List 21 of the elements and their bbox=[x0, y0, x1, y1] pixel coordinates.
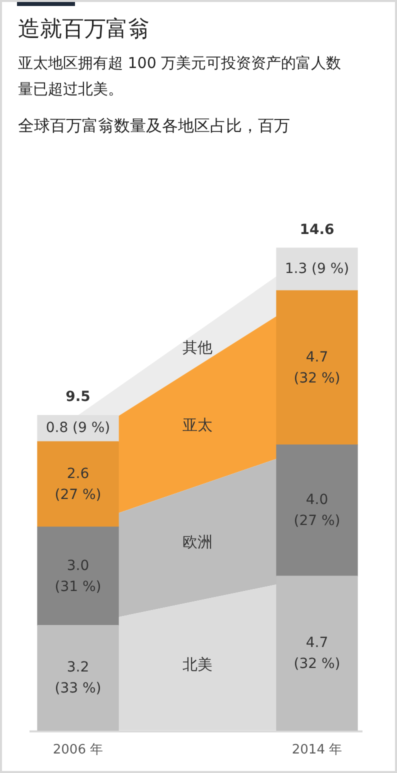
series-label: 其他 bbox=[182, 338, 212, 357]
data-label: 3.0 (31 %) bbox=[54, 558, 102, 595]
annotation: 全球百万富翁数量及各地区占比，百万 bbox=[18, 116, 290, 137]
x-tick-label: 2006 年 bbox=[52, 742, 104, 758]
series-label: 欧洲 bbox=[182, 533, 212, 552]
data-label: 4.7 (32 %) bbox=[294, 349, 340, 386]
text: 亚太地区拥有超 100 万美元可投资资产的富人数量已超过北美。 bbox=[18, 53, 342, 100]
series-label: 北美 bbox=[182, 655, 212, 674]
series-label: 亚太 bbox=[182, 416, 212, 434]
data-label: 4.7 (32 %) bbox=[294, 634, 340, 672]
data-label: 3.2 (33 %) bbox=[54, 660, 102, 697]
text: 造就百万富翁 bbox=[18, 16, 150, 44]
data-label: 1.3 (9 %) bbox=[284, 260, 350, 277]
annotation: 9.5 bbox=[66, 389, 90, 406]
bar bbox=[37, 526, 119, 626]
bar bbox=[37, 441, 119, 528]
annotation: 14.6 bbox=[300, 222, 334, 238]
data-label: 4.0 (27 %) bbox=[294, 492, 340, 530]
x-tick-label: 2014 年 bbox=[292, 742, 342, 758]
data-label: 0.8 (9 %) bbox=[46, 420, 110, 436]
data-label: 2.6 (27 %) bbox=[54, 466, 102, 503]
